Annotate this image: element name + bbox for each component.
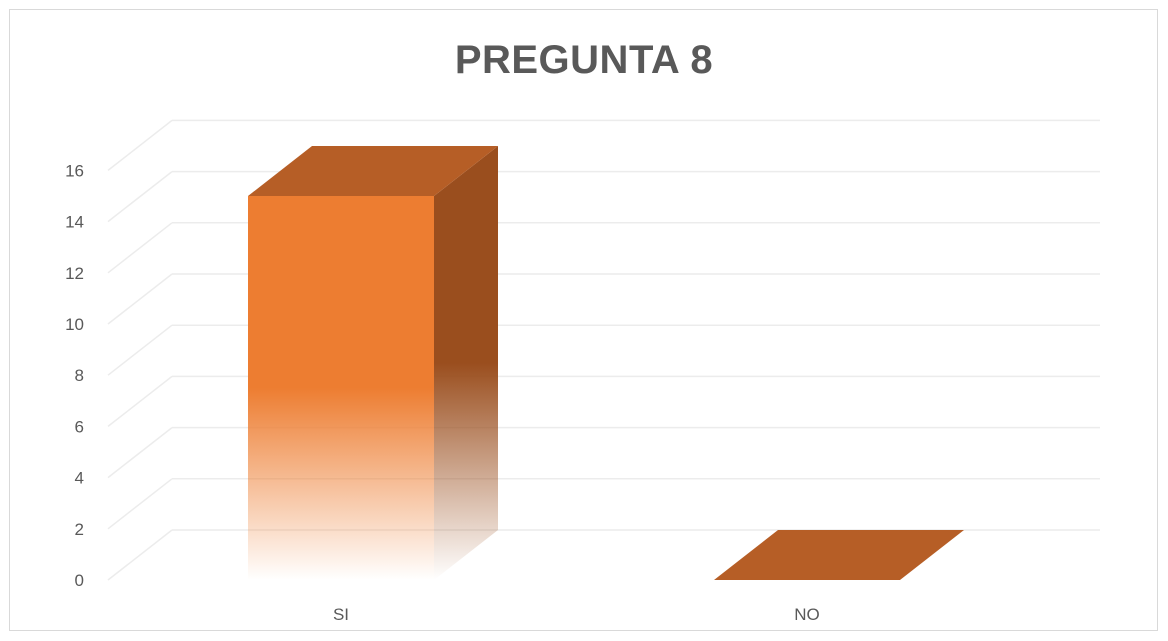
x-category-label: SI: [333, 605, 349, 624]
gridline-depth: [107, 222, 173, 274]
bar-side: [434, 146, 498, 580]
gridline-depth: [107, 273, 173, 325]
y-tick-label: 6: [75, 417, 84, 436]
bar-top: [248, 146, 498, 196]
gridline-depth: [107, 119, 173, 171]
gridline-depth: [107, 171, 173, 223]
bar-no: [714, 530, 964, 580]
gridline-depth: [107, 478, 173, 530]
y-tick-label: 16: [65, 161, 84, 180]
y-axis: 0 2 4 6 8 10 12 14 16: [65, 161, 84, 590]
bars: [248, 146, 964, 580]
chart-title: PREGUNTA 8: [454, 38, 714, 82]
y-tick-label: 10: [65, 315, 84, 334]
gridline-depth: [107, 427, 173, 479]
y-tick-label: 8: [75, 366, 84, 385]
y-tick-label: 2: [75, 520, 84, 539]
chart-frame: [9, 9, 1158, 631]
y-tick-label: 0: [75, 571, 84, 590]
gridline-depth: [107, 375, 173, 427]
gridline-depth: [107, 529, 173, 581]
y-tick-label: 4: [75, 469, 84, 488]
x-axis: SI NO: [333, 605, 820, 624]
y-tick-label: 14: [65, 213, 84, 232]
bar-front: [248, 196, 434, 580]
gridline-depth: [107, 324, 173, 376]
bar-si: [248, 146, 498, 580]
x-category-label: NO: [794, 605, 820, 624]
y-tick-label: 12: [65, 264, 84, 283]
bar-top: [714, 530, 964, 580]
